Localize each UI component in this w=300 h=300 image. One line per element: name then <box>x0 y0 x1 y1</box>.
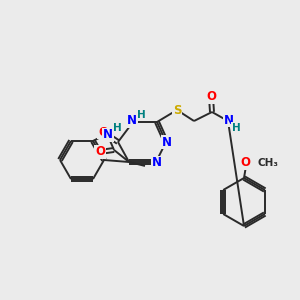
Text: O: O <box>240 157 250 169</box>
Text: H: H <box>136 110 146 120</box>
Text: N: N <box>224 113 234 127</box>
Text: CH₃: CH₃ <box>257 158 278 168</box>
Text: H: H <box>232 123 240 133</box>
Text: O: O <box>206 91 216 103</box>
Text: N: N <box>127 115 137 128</box>
Text: N: N <box>103 128 113 141</box>
Text: O: O <box>95 146 105 158</box>
Text: O: O <box>98 125 108 139</box>
Text: S: S <box>173 103 181 116</box>
Text: N: N <box>162 136 172 148</box>
Text: N: N <box>152 157 162 169</box>
Text: H: H <box>112 123 122 133</box>
